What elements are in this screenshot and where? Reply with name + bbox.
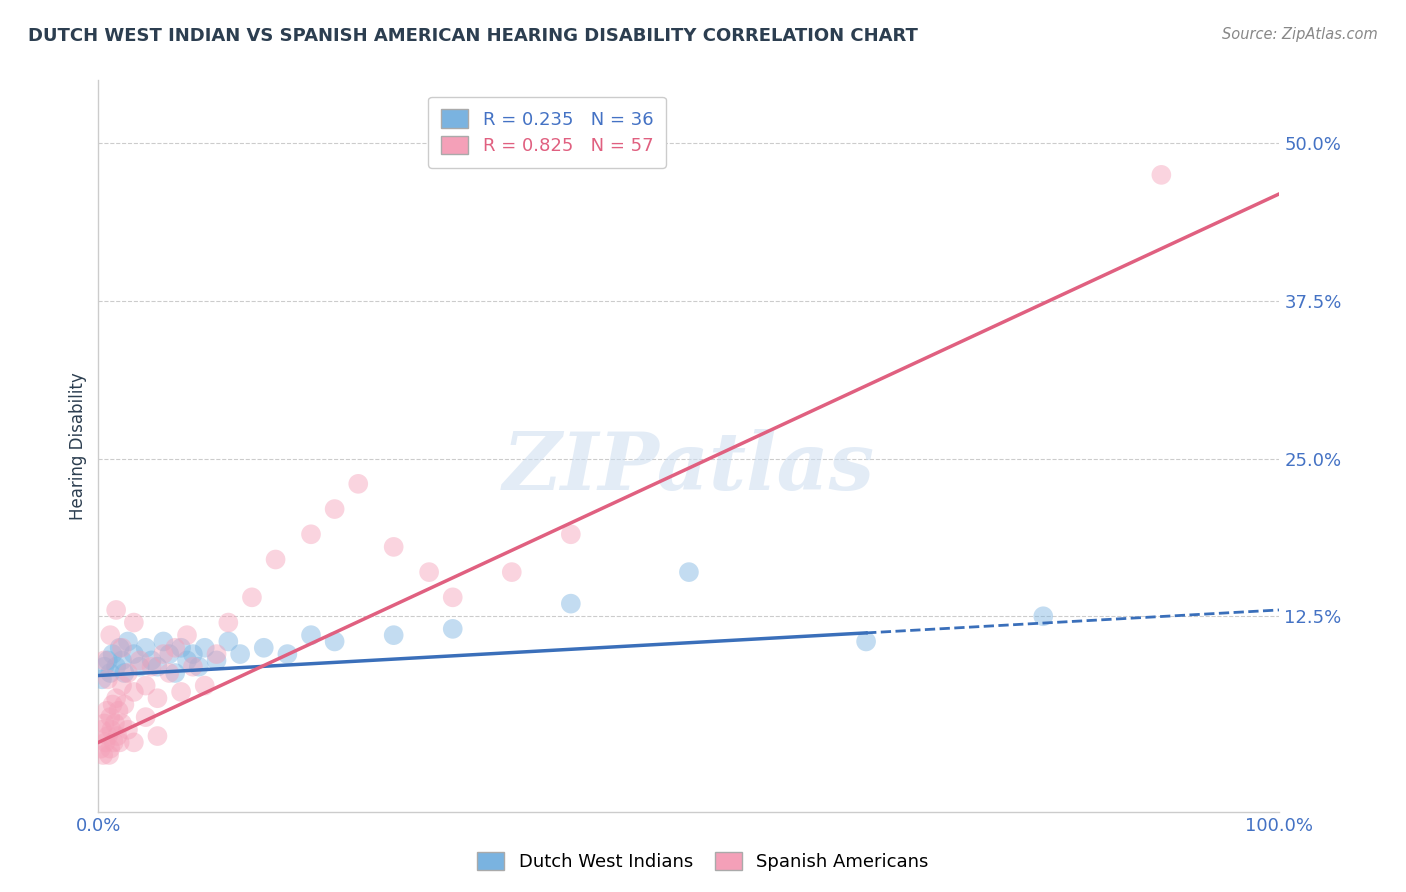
Point: [91, 723, 114, 737]
Point: [105, 691, 128, 706]
Point: [176, 653, 198, 667]
Point: [117, 634, 139, 648]
Point: [103, 735, 125, 749]
Point: [299, 628, 322, 642]
Legend: R = 0.235   N = 36, R = 0.825   N = 57: R = 0.235 N = 36, R = 0.825 N = 57: [429, 96, 666, 168]
Point: [141, 653, 163, 667]
Point: [105, 659, 128, 673]
Point: [157, 647, 180, 661]
Point: [94, 735, 117, 749]
Point: [141, 659, 163, 673]
Point: [187, 659, 209, 673]
Point: [152, 647, 174, 661]
Point: [117, 723, 139, 737]
Point: [100, 723, 122, 737]
Point: [441, 622, 464, 636]
Point: [323, 502, 346, 516]
Legend: Dutch West Indians, Spanish Americans: Dutch West Indians, Spanish Americans: [470, 845, 936, 879]
Point: [101, 647, 124, 661]
Point: [181, 659, 204, 673]
Point: [194, 679, 217, 693]
Point: [128, 659, 150, 673]
Point: [112, 665, 135, 680]
Point: [122, 735, 145, 749]
Point: [97, 729, 120, 743]
Point: [165, 665, 187, 680]
Point: [217, 634, 239, 648]
Point: [98, 747, 121, 762]
Point: [107, 704, 129, 718]
Point: [170, 685, 193, 699]
Point: [91, 673, 114, 687]
Point: [93, 716, 115, 731]
Point: [108, 735, 131, 749]
Point: [276, 647, 298, 661]
Point: [217, 615, 239, 630]
Point: [678, 565, 700, 579]
Point: [117, 665, 139, 680]
Point: [98, 665, 121, 680]
Point: [157, 665, 180, 680]
Point: [194, 640, 217, 655]
Point: [111, 640, 134, 655]
Point: [501, 565, 523, 579]
Point: [135, 640, 157, 655]
Point: [418, 565, 440, 579]
Point: [108, 640, 131, 655]
Point: [1032, 609, 1054, 624]
Point: [128, 653, 150, 667]
Point: [855, 634, 877, 648]
Point: [323, 634, 346, 648]
Point: [382, 628, 405, 642]
Point: [560, 597, 582, 611]
Point: [104, 716, 127, 731]
Point: [122, 647, 145, 661]
Point: [96, 704, 118, 718]
Point: [264, 552, 287, 566]
Point: [146, 691, 169, 706]
Point: [170, 640, 193, 655]
Point: [112, 698, 135, 712]
Point: [181, 647, 204, 661]
Point: [441, 591, 464, 605]
Point: [101, 698, 124, 712]
Point: [1150, 168, 1173, 182]
Point: [111, 679, 134, 693]
Point: [146, 729, 169, 743]
Y-axis label: Hearing Disability: Hearing Disability: [69, 372, 87, 520]
Point: [98, 710, 121, 724]
Point: [176, 628, 198, 642]
Point: [135, 679, 157, 693]
Point: [93, 653, 115, 667]
Point: [240, 591, 263, 605]
Point: [91, 747, 114, 762]
Point: [105, 603, 128, 617]
Point: [560, 527, 582, 541]
Point: [105, 729, 128, 743]
Point: [382, 540, 405, 554]
Point: [299, 527, 322, 541]
Point: [93, 659, 115, 673]
Point: [97, 673, 120, 687]
Point: [229, 647, 252, 661]
Point: [98, 628, 121, 642]
Text: DUTCH WEST INDIAN VS SPANISH AMERICAN HEARING DISABILITY CORRELATION CHART: DUTCH WEST INDIAN VS SPANISH AMERICAN HE…: [28, 27, 918, 45]
Point: [97, 653, 120, 667]
Point: [98, 741, 121, 756]
Text: Source: ZipAtlas.com: Source: ZipAtlas.com: [1222, 27, 1378, 42]
Point: [122, 685, 145, 699]
Point: [347, 476, 370, 491]
Point: [146, 659, 169, 673]
Point: [90, 741, 112, 756]
Point: [152, 634, 174, 648]
Point: [165, 640, 187, 655]
Point: [122, 615, 145, 630]
Point: [111, 653, 134, 667]
Text: ZIPatlas: ZIPatlas: [503, 429, 875, 507]
Point: [205, 653, 228, 667]
Point: [111, 716, 134, 731]
Point: [253, 640, 276, 655]
Point: [135, 710, 157, 724]
Point: [205, 647, 228, 661]
